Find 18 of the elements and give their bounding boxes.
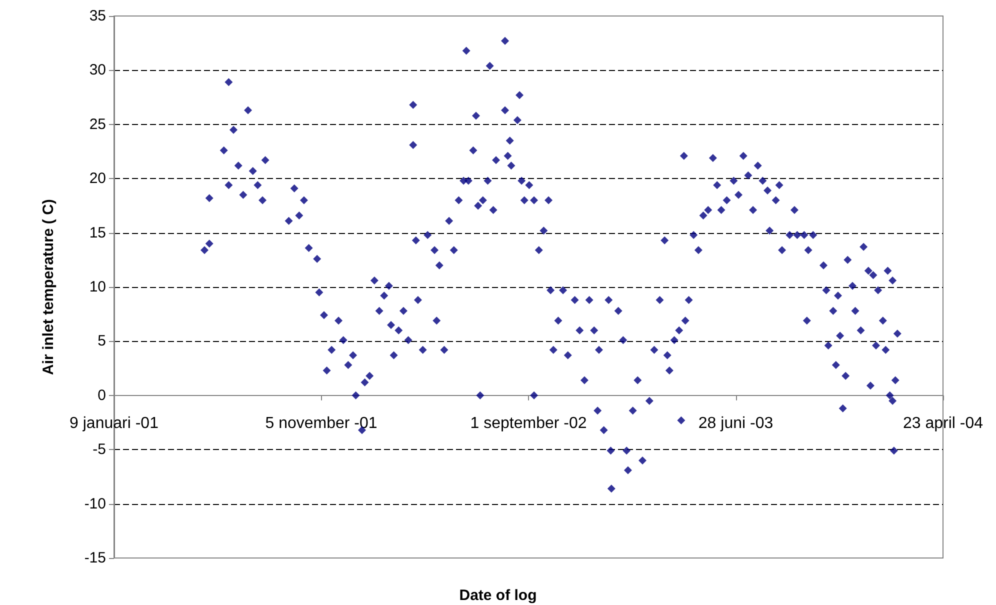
x-tick-label: 28 juni -03 bbox=[698, 414, 774, 432]
y-tick-label: 5 bbox=[98, 332, 106, 350]
y-tick-label: 25 bbox=[89, 116, 106, 133]
x-tick-label: 23 april -04 bbox=[902, 414, 984, 432]
x-tick-label: 5 november -01 bbox=[265, 414, 378, 432]
y-axis-title: Air inlet temperature ( C) bbox=[40, 199, 57, 375]
y-tick-label: -15 bbox=[84, 550, 106, 566]
y-tick-label: -5 bbox=[92, 441, 106, 458]
y-tick-label: 30 bbox=[89, 62, 106, 79]
y-tick-label: 0 bbox=[98, 386, 106, 404]
y-tick-label: 10 bbox=[89, 278, 106, 296]
y-tick-label: 15 bbox=[89, 224, 106, 242]
y-tick-label: 35 bbox=[89, 8, 106, 24]
x-axis-title: Date of log bbox=[459, 587, 537, 604]
x-tick-label: 9 januari -01 bbox=[70, 414, 159, 432]
x-tick-label: 1 september -02 bbox=[470, 414, 587, 432]
y-tick-label: 20 bbox=[89, 170, 106, 188]
y-tick-label: -10 bbox=[84, 495, 106, 512]
